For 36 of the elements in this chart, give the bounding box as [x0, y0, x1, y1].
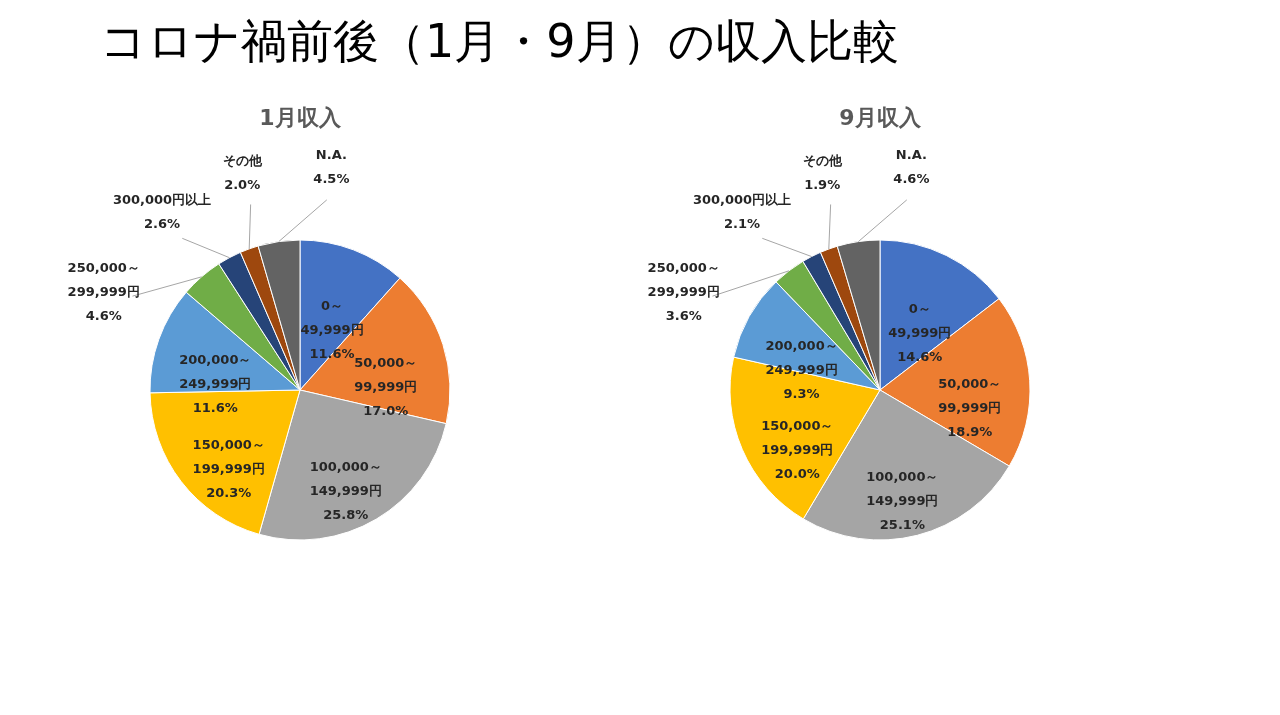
data-label: 20.0% — [774, 465, 820, 481]
slice-label: 50,000～99,999円 — [938, 376, 1002, 416]
slice-label: その他 — [222, 152, 263, 168]
slice-label: 100,000～149,999円 — [309, 459, 382, 499]
data-label: 2.1% — [724, 216, 761, 232]
slice-label: N.A. — [895, 147, 927, 163]
data-label: 2.0% — [224, 176, 261, 192]
slice-label: 250,000～299,999円 — [67, 260, 140, 299]
data-label: 4.6% — [85, 308, 122, 323]
data-label: 20.3% — [206, 484, 252, 500]
data-label: 4.5% — [313, 171, 350, 187]
data-label: 3.6% — [665, 308, 702, 323]
chart-title: コロナ禍前後（1月・9月）の収入比較 — [100, 14, 899, 68]
data-label: 25.1% — [879, 517, 925, 533]
slice-label: 200,000～249,999円 — [179, 351, 252, 391]
slice-label: 0～49,999円 — [888, 301, 952, 341]
slice-label: 0～49,999円 — [300, 297, 364, 337]
slice-label: 300,000円以上 — [692, 192, 792, 208]
data-label: 18.9% — [947, 424, 993, 440]
slice-label: 150,000～199,999円 — [761, 417, 834, 457]
data-label: 25.8% — [323, 507, 369, 523]
data-label: 4.6% — [893, 171, 930, 187]
slice-label: 150,000～199,999円 — [192, 436, 265, 476]
slice-label: 300,000円以上 — [112, 192, 212, 208]
slice-label: 50,000～99,999円 — [354, 354, 418, 394]
data-label: 2.6% — [144, 216, 181, 232]
data-label: 9.3% — [783, 385, 820, 401]
slice-label: 100,000～149,999円 — [866, 469, 939, 509]
data-label: 11.6% — [309, 345, 355, 361]
slice-label: 250,000～299,999円 — [647, 260, 720, 299]
chart-subtitle: 1月収入 — [259, 105, 342, 130]
data-label: 1.9% — [804, 176, 841, 192]
slice-label: N.A. — [315, 147, 347, 163]
chart-subtitle: 9月収入 — [839, 105, 922, 130]
data-label: 11.6% — [192, 399, 238, 415]
slice-label: その他 — [802, 152, 843, 168]
